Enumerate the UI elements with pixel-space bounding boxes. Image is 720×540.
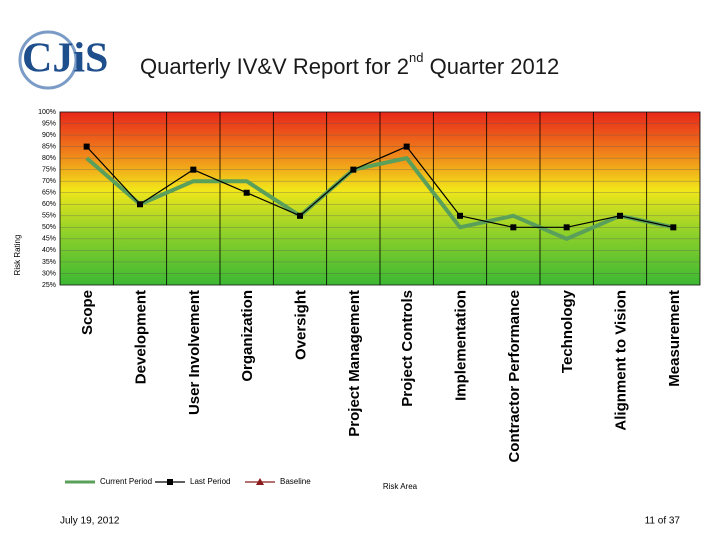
y-tick-label: 80% <box>42 155 56 162</box>
title-end: Quarter 2012 <box>423 54 559 79</box>
point-marker <box>83 143 90 150</box>
x-tick-label: Alignment to Vision <box>612 290 629 431</box>
point-marker <box>190 166 197 173</box>
point-marker <box>563 224 570 231</box>
point-marker <box>137 201 143 208</box>
x-tick-label: User Involvement <box>186 290 203 415</box>
legend-marker <box>256 478 264 485</box>
point-marker <box>243 189 250 196</box>
y-tick-label: 60% <box>42 201 56 208</box>
x-tick-label: Project Controls <box>399 290 416 407</box>
legend-marker <box>167 479 173 485</box>
y-tick-label: 50% <box>42 224 56 231</box>
legend-label: Current Period <box>100 477 152 486</box>
logo-swoosh <box>18 30 78 90</box>
series-line <box>86 146 674 228</box>
point-marker <box>510 224 517 231</box>
y-tick-label: 65% <box>42 190 56 197</box>
legend-label: Last Period <box>190 477 230 486</box>
y-tick-label: 40% <box>42 247 56 254</box>
y-tick-label: 55% <box>42 213 56 220</box>
y-tick-label: 85% <box>42 143 56 150</box>
x-tick-label: Organization <box>239 290 256 382</box>
logo: CJiS <box>22 36 108 82</box>
footer-page: 11 of 37 <box>645 516 681 527</box>
x-tick-label: Project Management <box>346 290 363 437</box>
point-marker <box>297 212 303 219</box>
y-tick-label: 70% <box>42 178 56 185</box>
y-tick-label: 75% <box>42 167 56 174</box>
y-tick-label: 95% <box>42 120 56 127</box>
point-marker <box>617 212 623 219</box>
slide-title: Quarterly IV&V Report for 2nd Quarter 20… <box>140 50 559 78</box>
y-axis-label: Risk Rating <box>13 235 22 276</box>
y-tick-label: 45% <box>42 236 56 243</box>
y-tick-label: 90% <box>42 132 56 139</box>
title-main: Quarterly IV&V Report for 2 <box>140 54 409 79</box>
point-marker <box>670 224 677 231</box>
x-tick-label: Scope <box>79 290 96 335</box>
point-marker <box>457 212 463 219</box>
x-tick-label: Measurement <box>666 290 683 387</box>
y-tick-label: 35% <box>42 259 56 266</box>
x-tick-label: Technology <box>559 289 576 373</box>
footer-date: July 19, 2012 <box>60 516 120 527</box>
y-tick-label: 25% <box>42 282 56 289</box>
x-tick-label: Implementation <box>452 290 469 401</box>
y-tick-label: 100% <box>38 109 56 116</box>
point-marker <box>403 143 410 150</box>
x-axis-label: Risk Area <box>383 482 418 491</box>
legend-label: Baseline <box>280 477 311 486</box>
x-tick-label: Contractor Performance <box>506 290 523 463</box>
title-sup: nd <box>409 50 423 65</box>
x-tick-label: Development <box>132 290 149 384</box>
point-marker <box>350 166 357 173</box>
series-line <box>85 156 674 241</box>
x-tick-label: Oversight <box>292 290 309 360</box>
y-tick-label: 30% <box>42 270 56 277</box>
